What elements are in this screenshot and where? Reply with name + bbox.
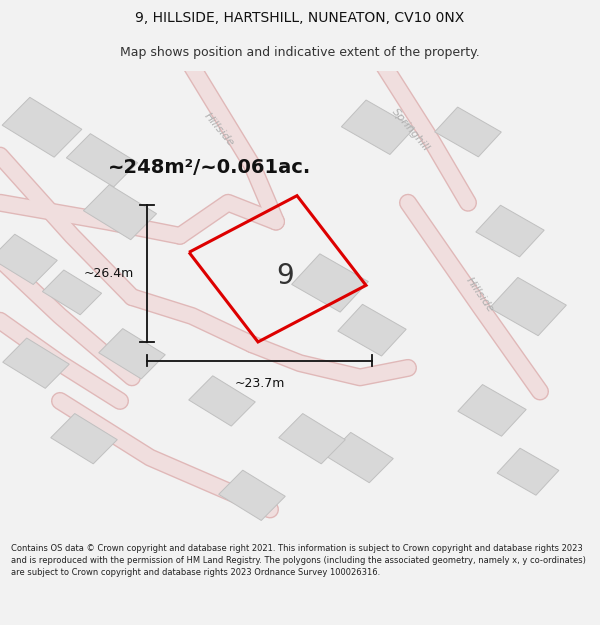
Polygon shape — [219, 470, 285, 521]
Text: ~248m²/~0.061ac.: ~248m²/~0.061ac. — [108, 158, 311, 177]
Polygon shape — [327, 432, 393, 482]
Text: Map shows position and indicative extent of the property.: Map shows position and indicative extent… — [120, 46, 480, 59]
Polygon shape — [292, 254, 368, 312]
Polygon shape — [279, 414, 345, 464]
Polygon shape — [0, 234, 57, 284]
Polygon shape — [3, 338, 69, 388]
Polygon shape — [2, 98, 82, 157]
Text: Contains OS data © Crown copyright and database right 2021. This information is : Contains OS data © Crown copyright and d… — [11, 544, 586, 577]
Polygon shape — [458, 384, 526, 436]
Text: 9, HILLSIDE, HARTSHILL, NUNEATON, CV10 0NX: 9, HILLSIDE, HARTSHILL, NUNEATON, CV10 0… — [136, 11, 464, 24]
Text: Hillside: Hillside — [202, 111, 236, 148]
Polygon shape — [490, 278, 566, 336]
Polygon shape — [43, 270, 101, 315]
Polygon shape — [99, 329, 165, 379]
Text: Springhill: Springhill — [390, 106, 432, 153]
Text: 9: 9 — [276, 262, 294, 290]
Polygon shape — [189, 376, 255, 426]
Polygon shape — [51, 414, 117, 464]
Polygon shape — [476, 205, 544, 257]
Polygon shape — [67, 134, 137, 187]
Polygon shape — [341, 100, 415, 154]
Text: ~26.4m: ~26.4m — [83, 267, 134, 280]
Text: Hillside: Hillside — [464, 275, 496, 314]
Polygon shape — [434, 107, 502, 157]
Text: ~23.7m: ~23.7m — [235, 378, 284, 391]
Polygon shape — [497, 448, 559, 495]
Polygon shape — [83, 184, 157, 240]
Polygon shape — [338, 304, 406, 356]
